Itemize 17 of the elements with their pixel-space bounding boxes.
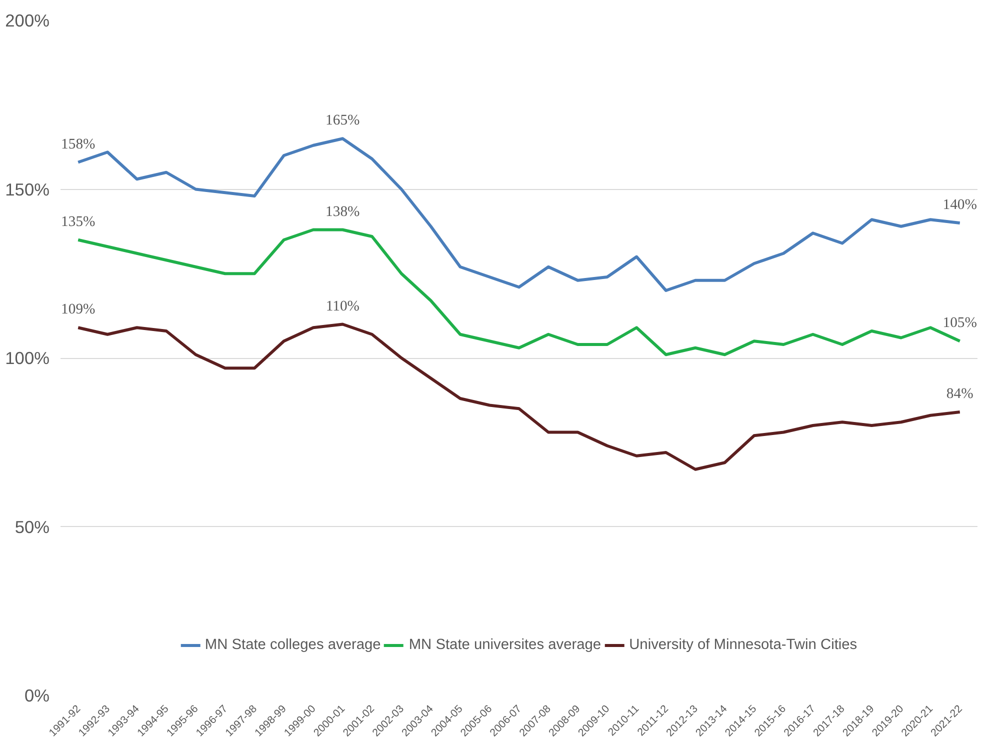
data-label: 105% — [942, 315, 977, 332]
data-label: 158% — [61, 136, 96, 152]
legend-label: MN State colleges average — [204, 637, 381, 653]
data-label: 110% — [326, 298, 360, 314]
y-tick-label: 200% — [5, 10, 50, 30]
y-tick-label: 100% — [5, 348, 50, 368]
data-label: 109% — [61, 302, 96, 318]
data-label: 138% — [326, 204, 360, 220]
data-label: 84% — [946, 386, 974, 402]
y-tick-label: 50% — [14, 516, 50, 537]
y-tick-label: 0% — [24, 686, 50, 706]
data-label: 135% — [61, 214, 96, 230]
data-label: 165% — [326, 112, 360, 129]
legend-label: University of Minnesota-Twin Cities — [629, 637, 858, 653]
data-label: 140% — [942, 197, 977, 213]
y-tick-label: 150% — [5, 179, 50, 200]
legend-label: MN State universites average — [408, 637, 602, 653]
